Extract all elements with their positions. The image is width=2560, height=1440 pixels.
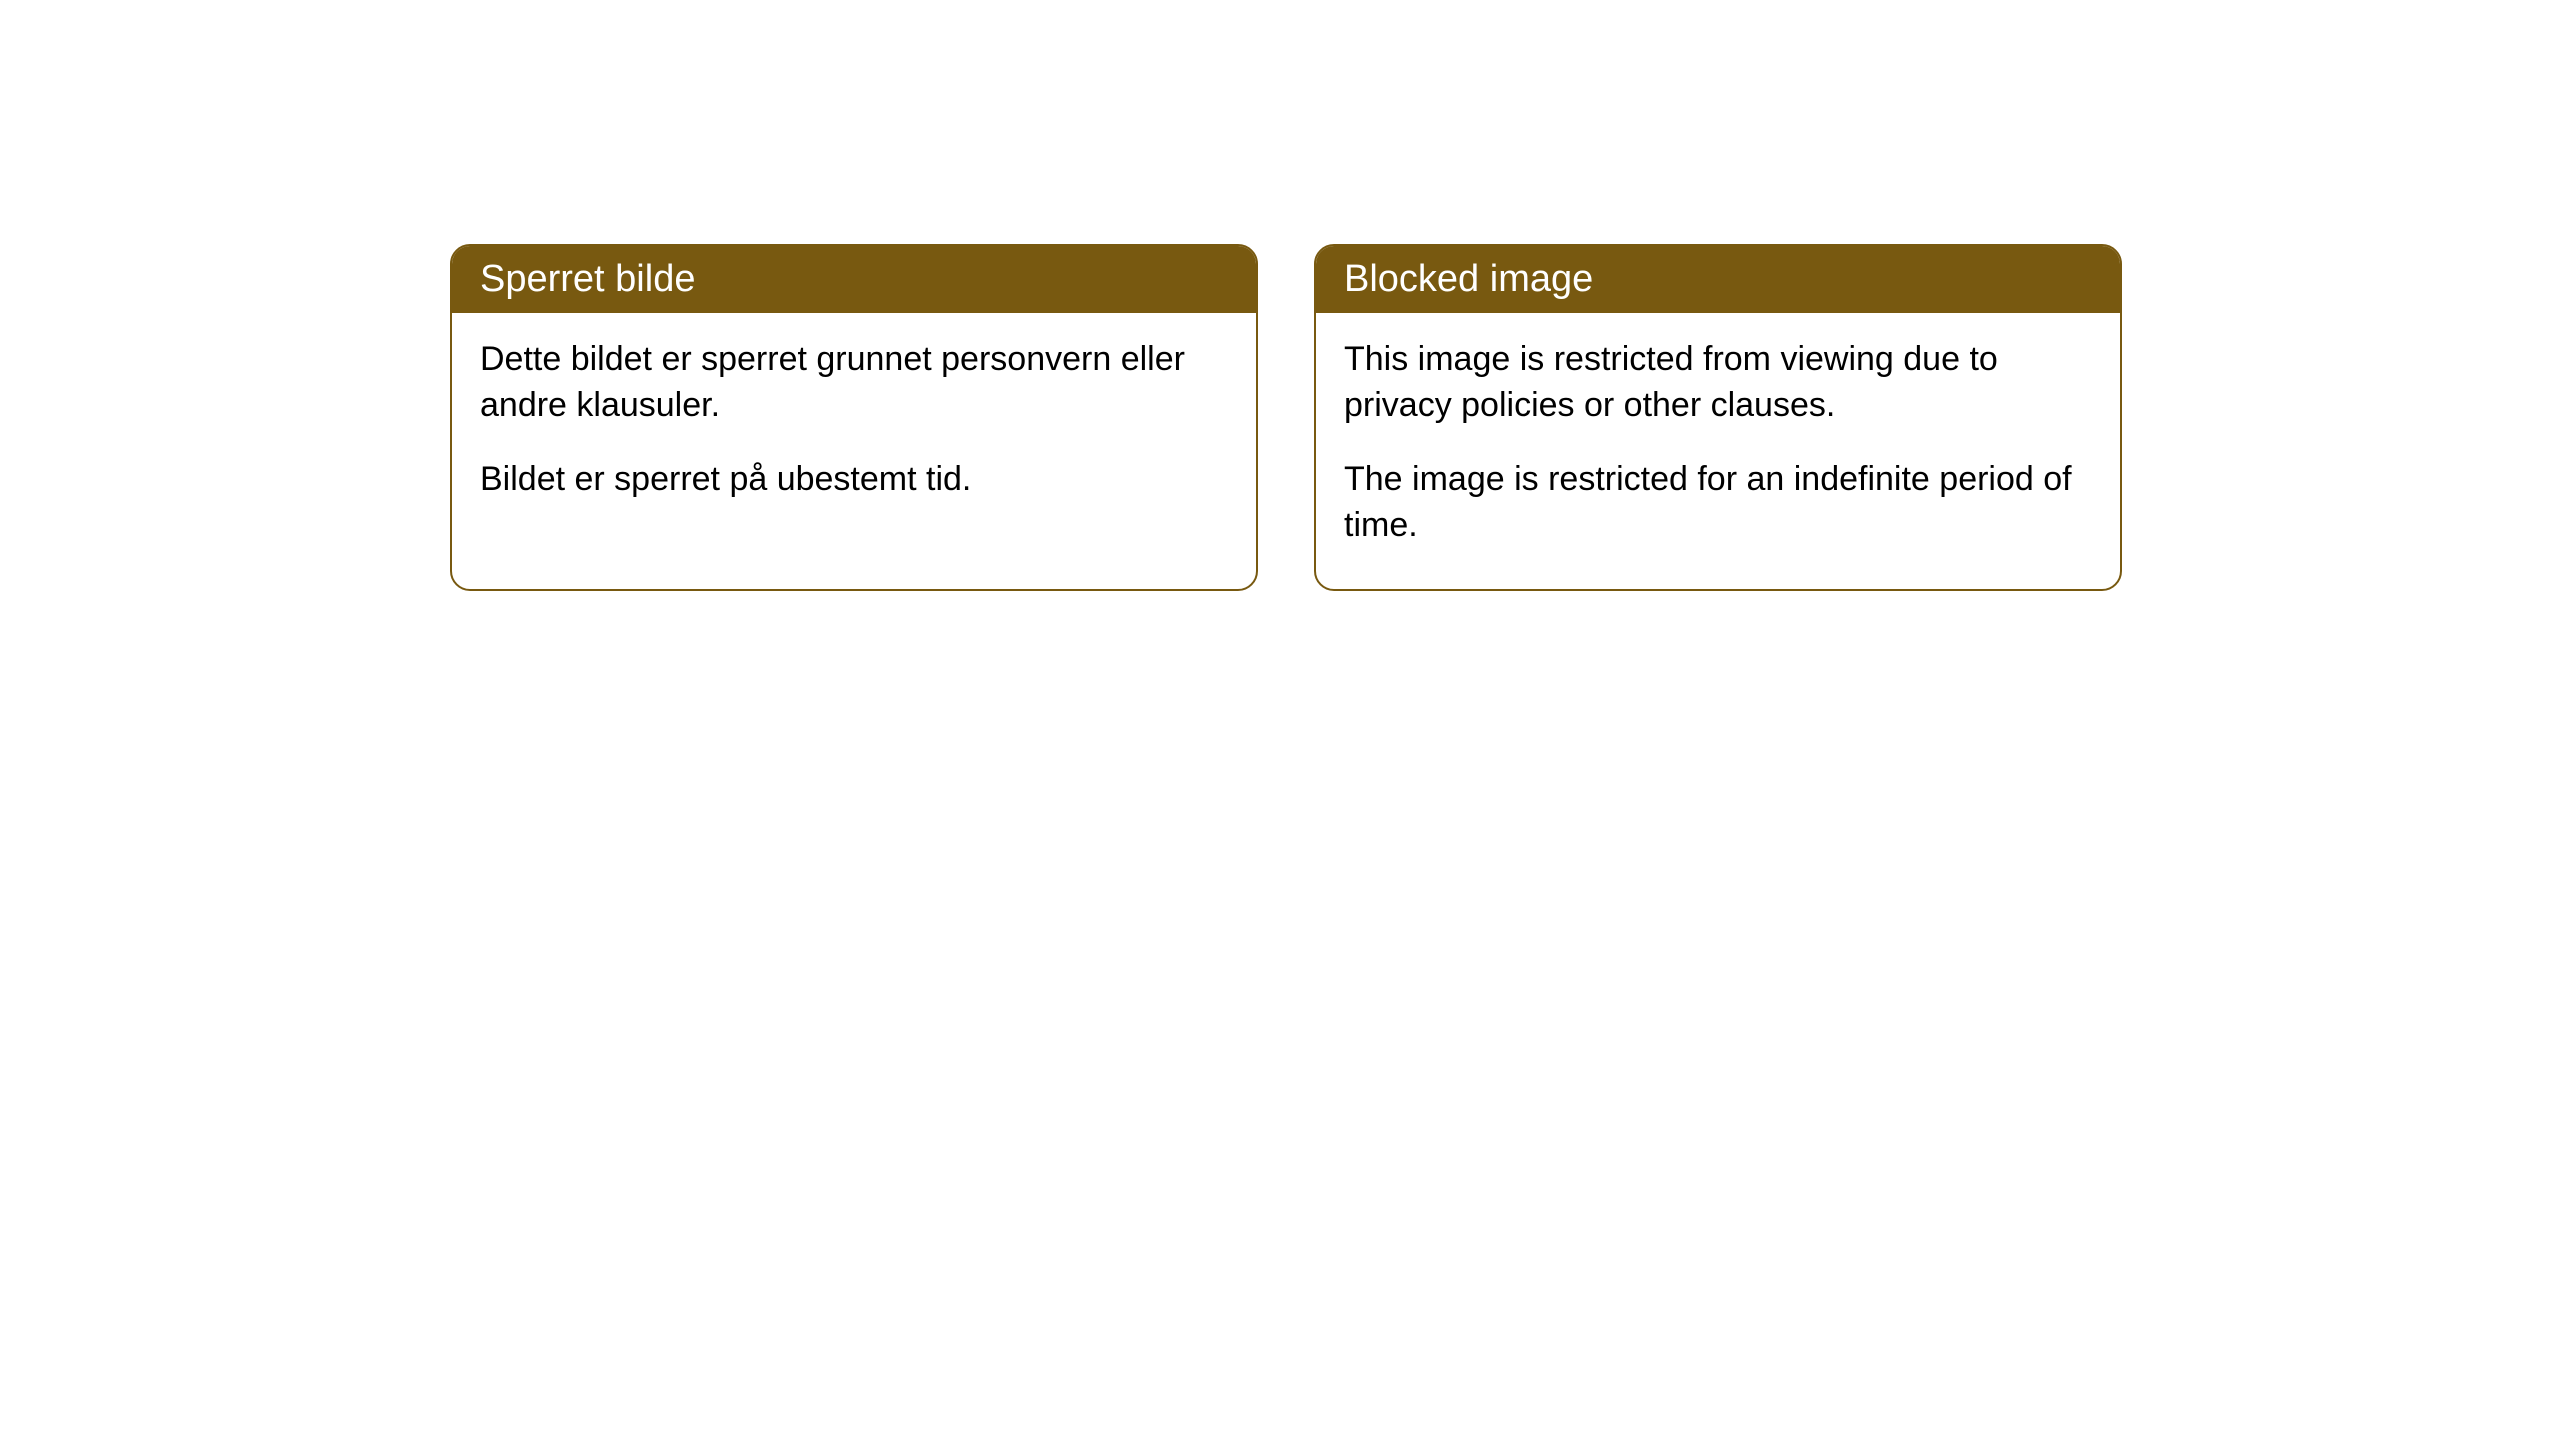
notice-body: This image is restricted from viewing du…	[1316, 313, 2120, 589]
notice-paragraph-2: The image is restricted for an indefinit…	[1344, 457, 2092, 549]
notice-body: Dette bildet er sperret grunnet personve…	[452, 313, 1256, 543]
notice-paragraph-2: Bildet er sperret på ubestemt tid.	[480, 457, 1228, 503]
notice-card-norwegian: Sperret bilde Dette bildet er sperret gr…	[450, 244, 1258, 591]
notice-paragraph-1: This image is restricted from viewing du…	[1344, 337, 2092, 429]
notice-paragraph-1: Dette bildet er sperret grunnet personve…	[480, 337, 1228, 429]
notice-header: Blocked image	[1316, 246, 2120, 313]
notice-header: Sperret bilde	[452, 246, 1256, 313]
notice-container: Sperret bilde Dette bildet er sperret gr…	[450, 244, 2122, 591]
notice-card-english: Blocked image This image is restricted f…	[1314, 244, 2122, 591]
